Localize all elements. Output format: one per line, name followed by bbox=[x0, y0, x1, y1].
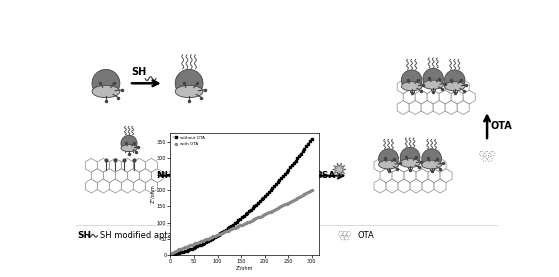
Ellipse shape bbox=[423, 68, 443, 89]
Text: SH modified aptamer for OTA: SH modified aptamer for OTA bbox=[100, 231, 223, 240]
Ellipse shape bbox=[276, 160, 295, 169]
without OTA bbox=[251, 205, 258, 208]
Text: OTA: OTA bbox=[490, 121, 512, 131]
Line: with OTA: with OTA bbox=[169, 189, 312, 256]
Ellipse shape bbox=[233, 149, 252, 169]
Text: BSA: BSA bbox=[299, 231, 316, 240]
without OTA bbox=[258, 198, 265, 201]
Line: without OTA: without OTA bbox=[169, 138, 312, 256]
Text: NHS EDC: NHS EDC bbox=[157, 171, 202, 180]
Ellipse shape bbox=[233, 160, 252, 169]
Polygon shape bbox=[285, 230, 297, 242]
Ellipse shape bbox=[254, 159, 274, 167]
with OTA bbox=[258, 214, 265, 217]
with OTA bbox=[264, 212, 271, 215]
without OTA bbox=[308, 137, 315, 140]
with OTA bbox=[230, 227, 236, 230]
Ellipse shape bbox=[175, 70, 203, 97]
Ellipse shape bbox=[92, 70, 120, 97]
Ellipse shape bbox=[400, 159, 420, 167]
with OTA bbox=[251, 217, 258, 221]
with OTA bbox=[308, 189, 315, 192]
without OTA bbox=[264, 192, 271, 196]
Ellipse shape bbox=[175, 85, 203, 98]
Ellipse shape bbox=[121, 145, 137, 152]
Ellipse shape bbox=[92, 85, 120, 98]
Ellipse shape bbox=[444, 82, 465, 91]
Ellipse shape bbox=[423, 80, 443, 89]
without OTA bbox=[167, 253, 174, 257]
without OTA bbox=[253, 203, 259, 206]
Ellipse shape bbox=[421, 149, 442, 169]
X-axis label: Z'/ohm: Z'/ohm bbox=[236, 265, 253, 270]
Ellipse shape bbox=[378, 149, 399, 169]
with OTA bbox=[167, 253, 174, 257]
with OTA bbox=[253, 217, 259, 220]
Ellipse shape bbox=[276, 149, 295, 169]
Text: SH: SH bbox=[78, 231, 92, 240]
Ellipse shape bbox=[401, 70, 422, 91]
Ellipse shape bbox=[421, 160, 442, 169]
Text: OTA: OTA bbox=[358, 231, 375, 240]
Text: SH: SH bbox=[131, 67, 146, 77]
with OTA bbox=[292, 197, 299, 201]
Ellipse shape bbox=[400, 147, 420, 167]
Ellipse shape bbox=[444, 70, 465, 91]
Polygon shape bbox=[332, 163, 346, 176]
without OTA bbox=[230, 223, 236, 226]
Ellipse shape bbox=[401, 82, 422, 91]
without OTA bbox=[292, 159, 299, 162]
Text: BSA: BSA bbox=[315, 171, 335, 180]
Ellipse shape bbox=[378, 160, 399, 169]
Ellipse shape bbox=[121, 135, 137, 152]
Legend: without OTA, with OTA: without OTA, with OTA bbox=[173, 135, 206, 147]
Ellipse shape bbox=[254, 147, 274, 167]
Y-axis label: Z''/ohm: Z''/ohm bbox=[150, 184, 155, 203]
